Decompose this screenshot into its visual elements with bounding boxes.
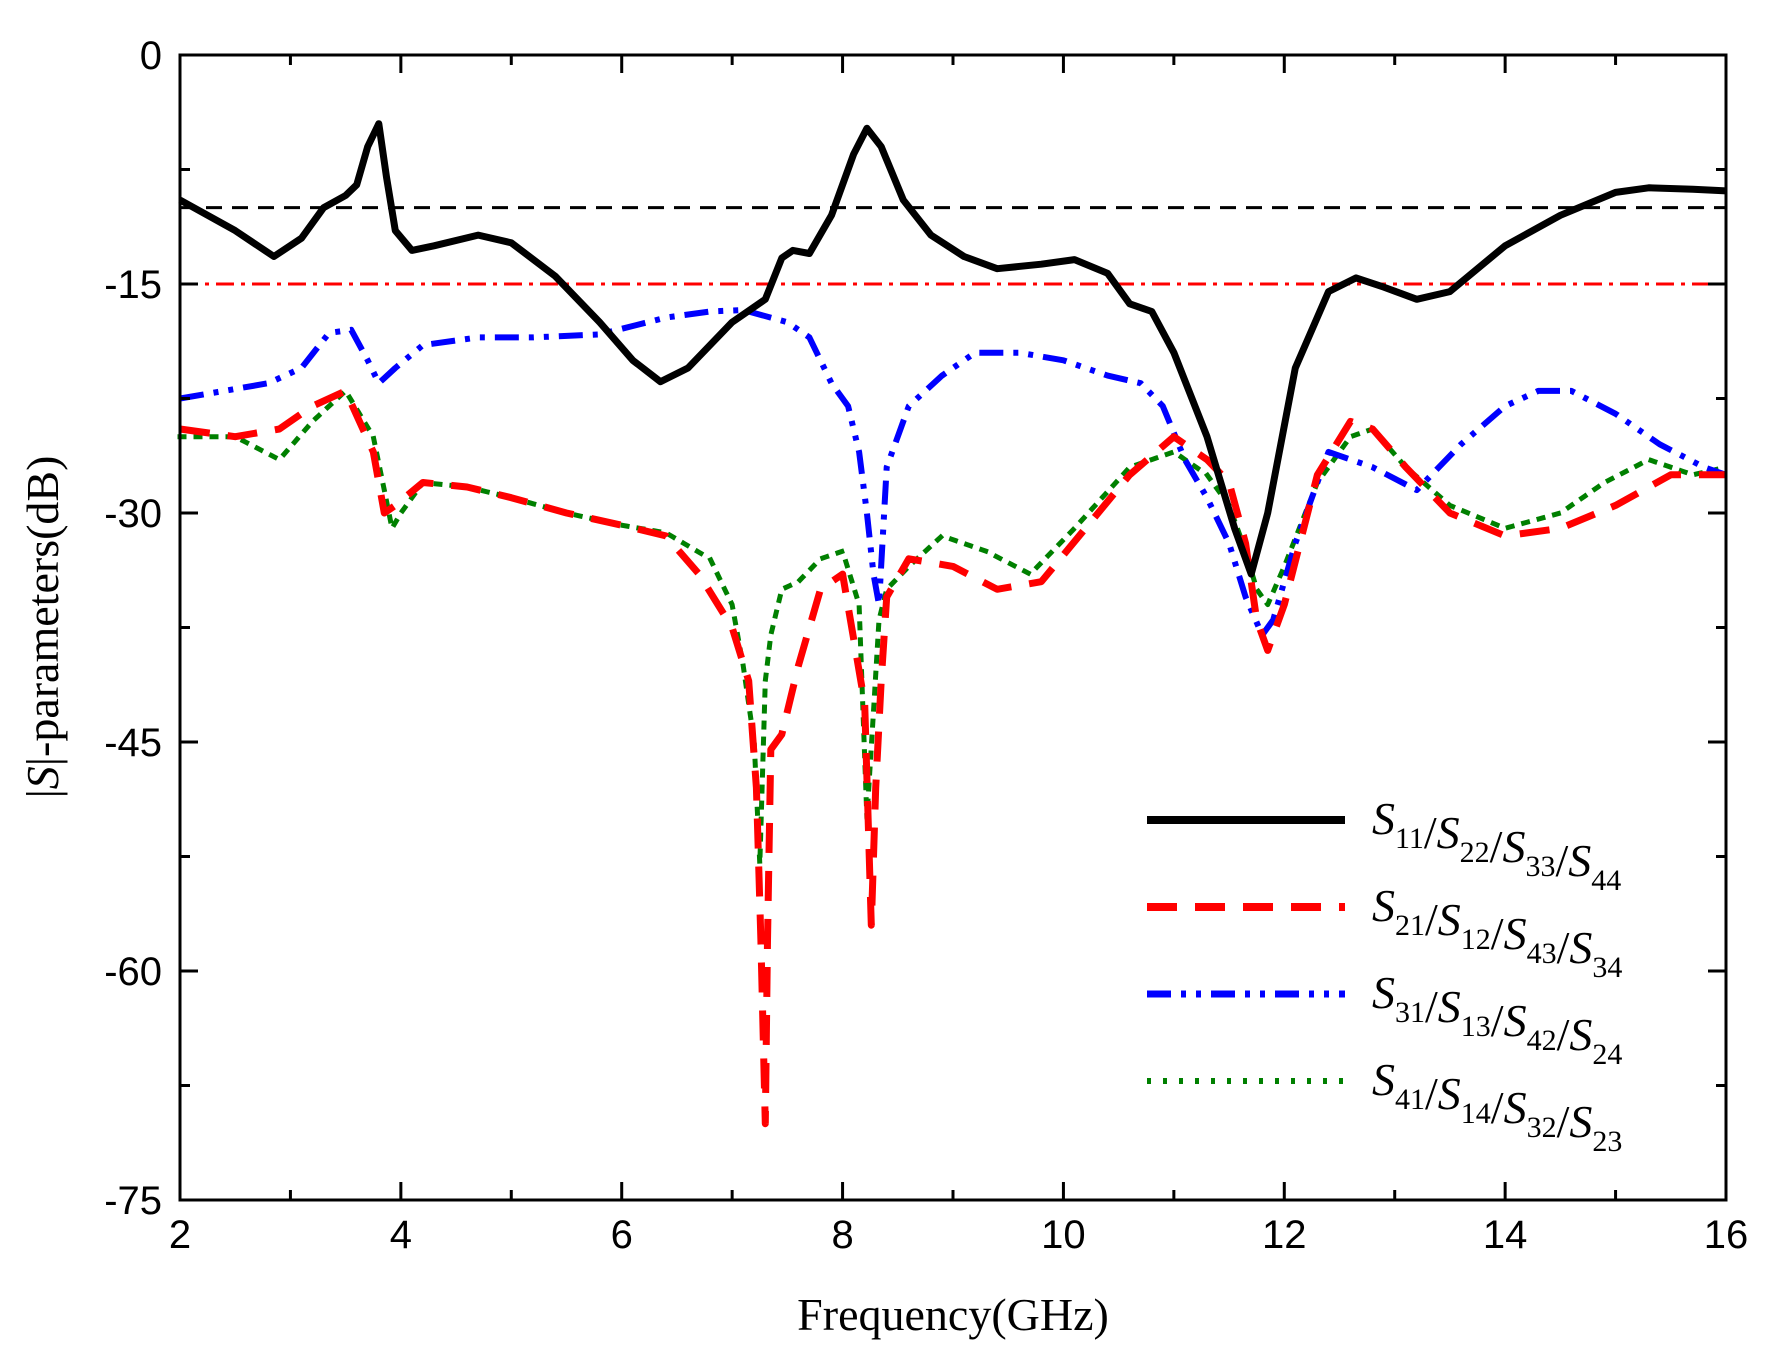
y-tick-label: 0 [140, 34, 162, 78]
y-axis-title-part: | [17, 789, 68, 798]
y-axis-title-part: |-parameters(dB) [17, 456, 68, 767]
series-line [178, 120, 1727, 578]
axis-ticks [178, 53, 1728, 1202]
x-tick-labels: 2 4 6 8 10 12 14 16 [169, 1213, 1748, 1257]
legend-label: S21/S12/S43/S34 [1372, 880, 1622, 984]
y-axis-title-symbol: S [17, 766, 68, 789]
x-tick-label: 2 [169, 1213, 191, 1257]
x-tick-label: 6 [611, 1213, 633, 1257]
legend-label: S11/S22/S33/S44 [1372, 793, 1621, 897]
y-tick-label: -75 [104, 1179, 162, 1223]
x-tick-label: 16 [1704, 1213, 1749, 1257]
x-tick-label: 10 [1041, 1213, 1086, 1257]
x-axis-title: Frequency(GHz) [797, 1289, 1109, 1340]
legend-label: S31/S13/S42/S24 [1372, 967, 1622, 1071]
reference-lines [180, 206, 1726, 286]
y-tick-label: -45 [104, 721, 162, 765]
y-tick-label: -15 [104, 263, 162, 307]
y-tick-label: -60 [104, 950, 162, 994]
y-tick-labels: 0 -15 -30 -45 -60 -75 [104, 34, 162, 1223]
y-tick-label: -30 [104, 492, 162, 536]
series-lines [177, 120, 1729, 1128]
x-tick-label: 14 [1483, 1213, 1528, 1257]
y-axis-title: |S|-parameters(dB) [17, 456, 68, 799]
series-line [179, 307, 1727, 639]
x-tick-label: 12 [1262, 1213, 1307, 1257]
legend-label: S41/S14/S32/S23 [1372, 1054, 1622, 1158]
series-line [179, 387, 1726, 1128]
x-tick-label: 4 [390, 1213, 412, 1257]
x-tick-label: 8 [831, 1213, 853, 1257]
legend: S11/S22/S33/S44S21/S12/S43/S34S31/S13/S4… [1147, 793, 1622, 1158]
